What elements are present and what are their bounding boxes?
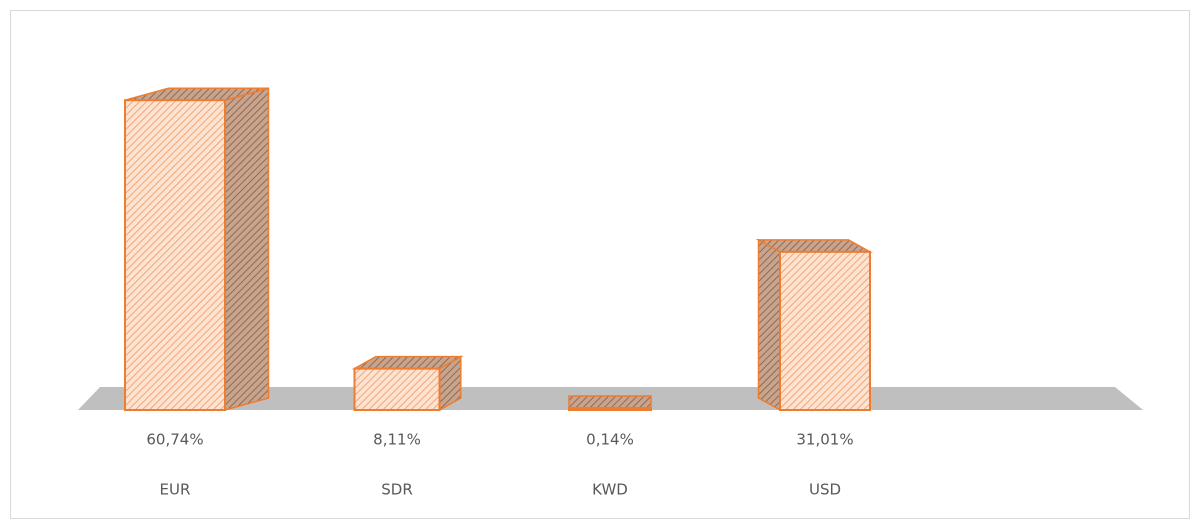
x-tick-label: KWD — [592, 481, 628, 499]
chart-border — [10, 10, 1190, 519]
x-tick-label: USD — [809, 481, 841, 499]
data-label: 8,11% — [373, 431, 421, 449]
x-tick-label: EUR — [160, 481, 191, 499]
data-label: 31,01% — [796, 431, 853, 449]
bar — [353, 367, 441, 412]
data-label: 60,74% — [146, 431, 203, 449]
bar — [124, 99, 226, 411]
bar-side — [224, 87, 270, 411]
bar-side — [757, 238, 781, 412]
bar — [568, 407, 652, 411]
x-tick-label: SDR — [381, 481, 413, 499]
data-label: 0,14% — [586, 431, 634, 449]
bar — [779, 250, 871, 411]
bar-top — [568, 395, 652, 409]
